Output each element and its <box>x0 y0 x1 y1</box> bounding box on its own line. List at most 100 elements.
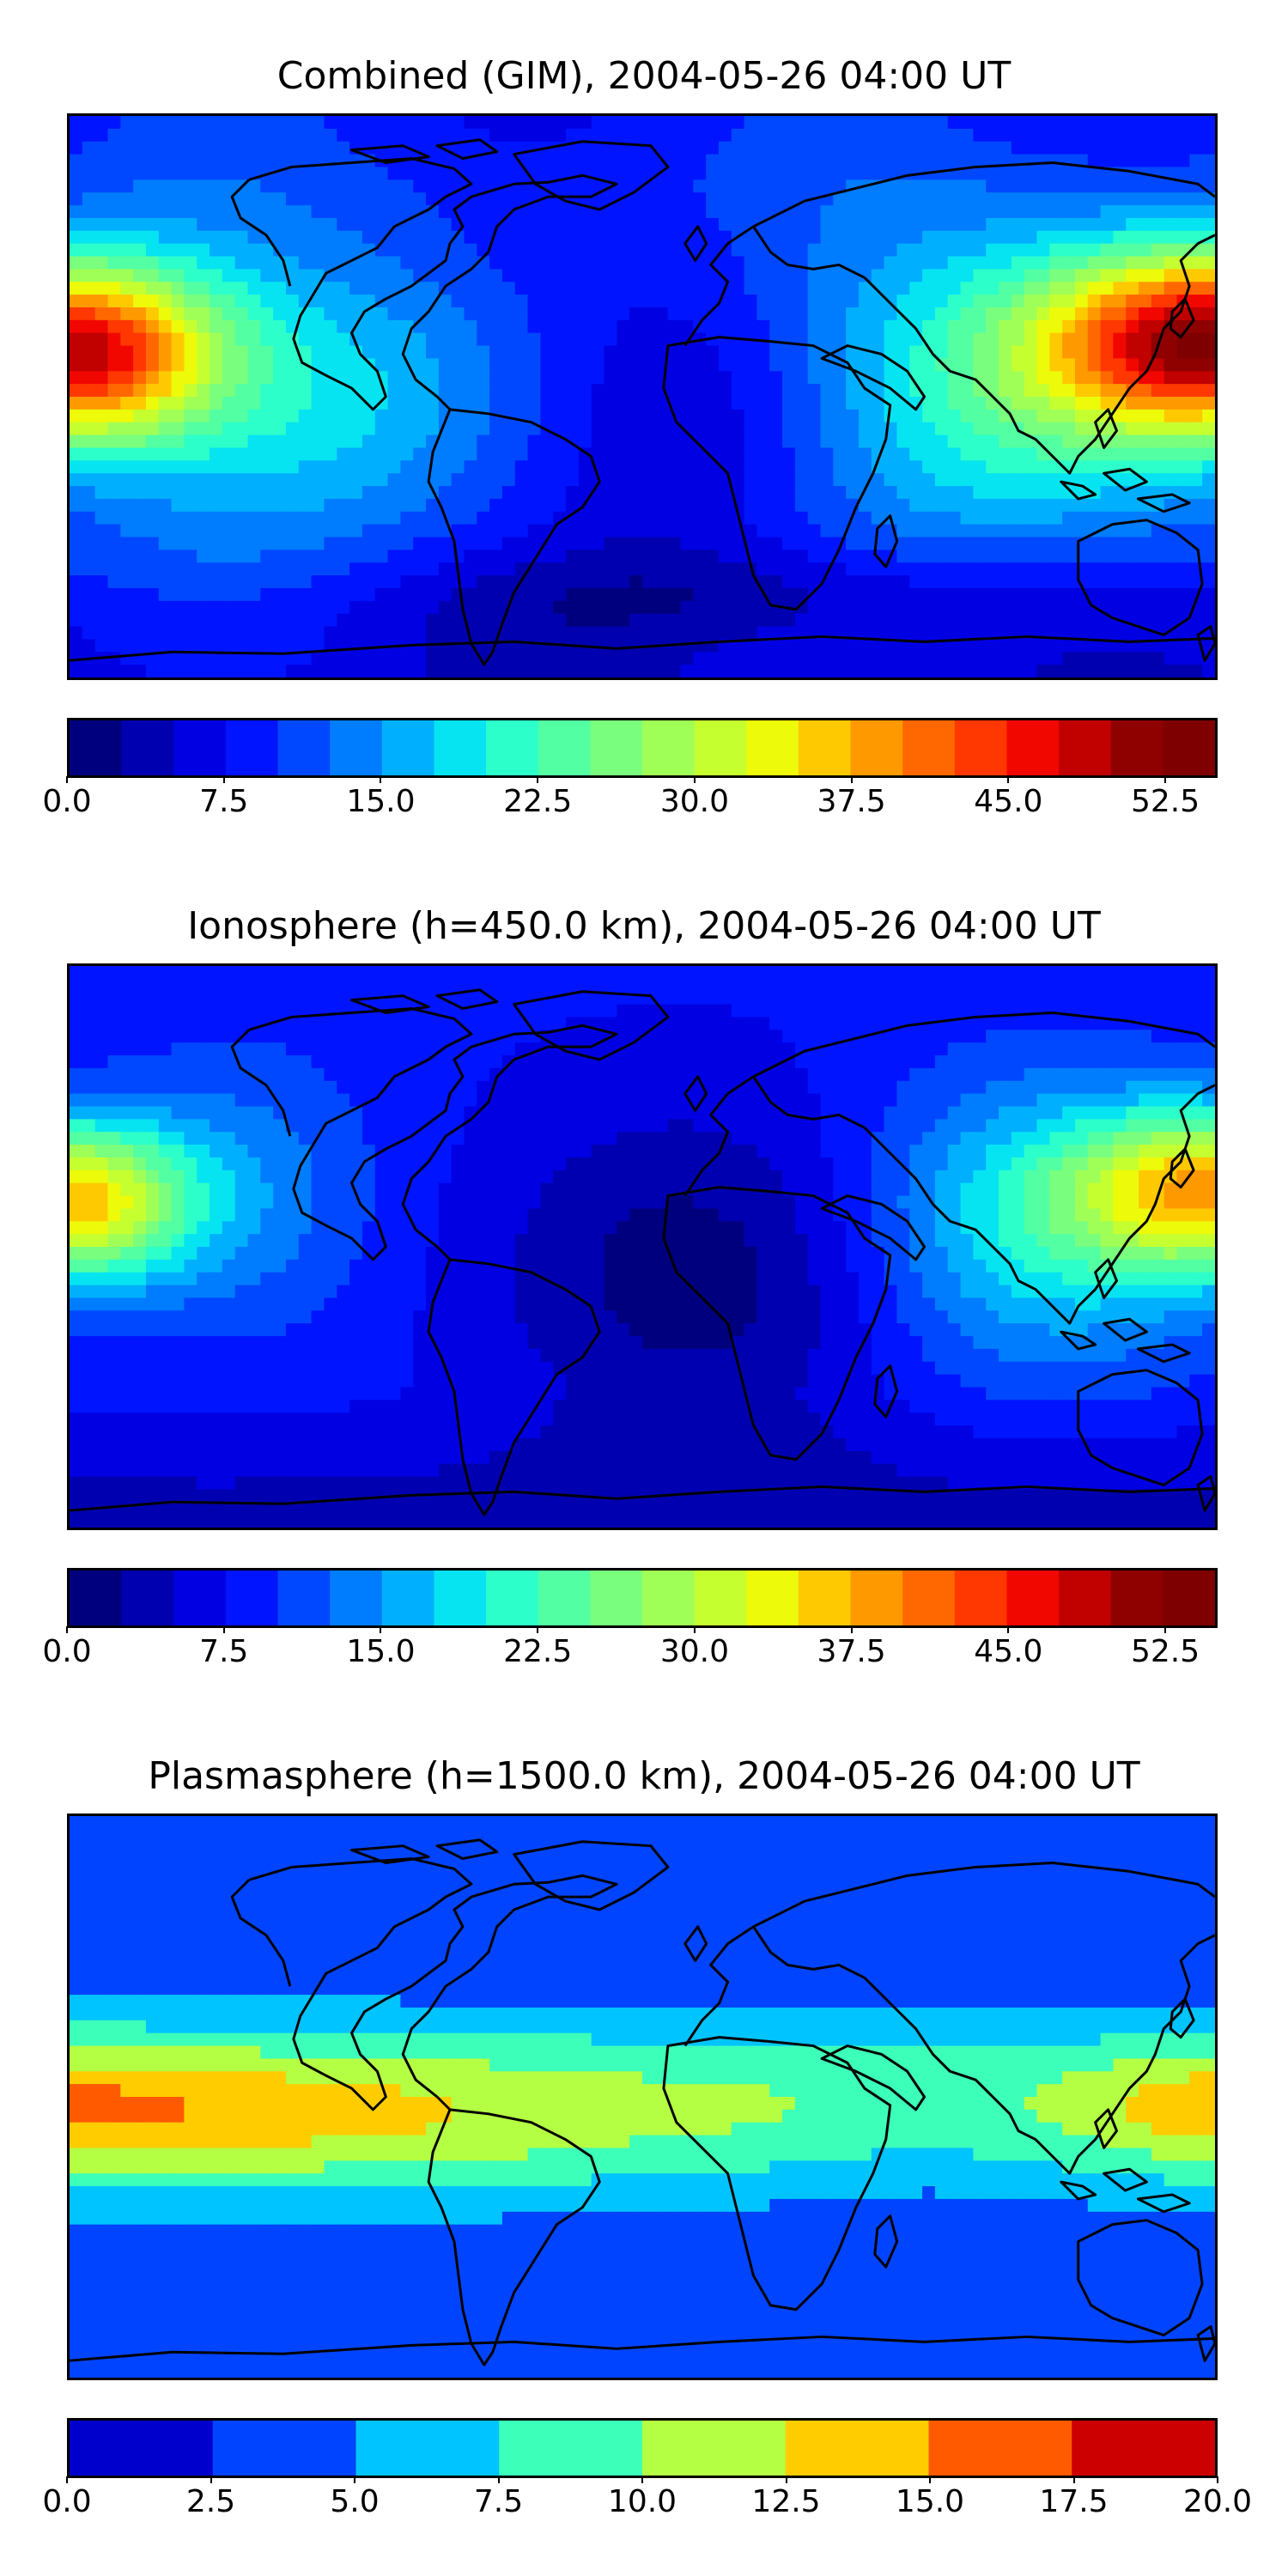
field-cell <box>324 345 338 360</box>
field-cell <box>1074 473 1089 487</box>
field-cell <box>413 562 427 576</box>
field-cell <box>1011 282 1025 295</box>
colorbar-tick-mark <box>850 776 853 783</box>
field-cell <box>82 1017 96 1031</box>
field-cell <box>794 167 809 181</box>
field-cell <box>846 562 860 576</box>
field-cell <box>1176 397 1191 410</box>
field-cell <box>960 205 975 219</box>
field-cell <box>400 434 414 449</box>
field-cell <box>1087 319 1102 334</box>
field-cell <box>794 966 809 980</box>
field-cell <box>807 179 822 193</box>
field-cell <box>1163 358 1178 373</box>
field-cell <box>82 230 96 245</box>
field-cell <box>514 524 529 538</box>
field-cell <box>527 345 542 360</box>
field-cell <box>1036 141 1051 155</box>
field-cell <box>756 665 771 677</box>
field-cell <box>451 665 465 677</box>
field-cell <box>934 447 949 462</box>
field-cell <box>311 307 325 321</box>
field-cell <box>120 486 134 500</box>
field-cell <box>540 205 555 219</box>
field-cell <box>566 626 580 641</box>
field-cell <box>298 282 313 295</box>
field-cell <box>311 978 325 993</box>
field-cell <box>527 256 542 270</box>
field-cell <box>540 295 555 308</box>
field-cell <box>285 498 300 513</box>
field-cell <box>171 1042 185 1056</box>
field-cell <box>1151 1080 1165 1095</box>
field-cell <box>171 978 185 993</box>
field-cell <box>1176 1080 1191 1095</box>
field-cell <box>1062 422 1076 436</box>
field-cell <box>1189 141 1203 155</box>
field-cell <box>464 434 478 449</box>
field-cell <box>629 652 643 665</box>
field-cell <box>718 116 732 130</box>
field-cell <box>986 537 999 551</box>
field-cell <box>922 192 936 206</box>
field-cell <box>693 1042 707 1056</box>
field-cell <box>527 141 542 155</box>
field-cell <box>311 167 325 181</box>
field-cell <box>1113 562 1127 576</box>
field-cell <box>210 319 223 334</box>
field-cell <box>145 652 160 665</box>
field-cell <box>566 384 580 398</box>
field-cell <box>986 447 999 462</box>
field-cell <box>133 1080 147 1095</box>
field-cell <box>158 460 173 474</box>
field-cell <box>909 358 923 373</box>
field-cell <box>361 397 376 410</box>
field-cell <box>337 991 350 1005</box>
field-cell <box>1049 1080 1063 1095</box>
field-cell <box>120 1093 134 1108</box>
field-cell <box>311 205 325 219</box>
field-cell <box>349 524 363 538</box>
field-cell <box>1011 537 1025 551</box>
field-cell <box>986 665 999 677</box>
field-cell <box>1113 319 1127 334</box>
field-cell <box>1062 192 1076 206</box>
field-cell <box>884 1093 898 1108</box>
field-cell <box>298 409 313 423</box>
field-cell <box>604 991 618 1005</box>
field-cell <box>794 345 809 360</box>
field-cell <box>604 537 618 551</box>
field-cell <box>413 179 427 193</box>
field-cell <box>604 511 618 526</box>
field-cell <box>1024 498 1038 513</box>
field-cell <box>540 269 555 283</box>
field-cell <box>680 154 695 168</box>
field-cell <box>222 562 236 576</box>
field-cell <box>794 1067 809 1082</box>
field-cell <box>1100 978 1115 993</box>
field-cell <box>298 422 313 436</box>
field-cell <box>1126 587 1139 602</box>
field-cell <box>184 447 198 462</box>
field-cell <box>82 639 96 653</box>
field-cell <box>1011 562 1025 576</box>
field-cell <box>782 1017 796 1031</box>
field-cell <box>477 550 490 564</box>
field-cell <box>527 511 542 526</box>
field-cell <box>960 332 975 347</box>
field-cell <box>489 384 503 398</box>
field-cell <box>158 1067 173 1082</box>
field-cell <box>756 192 771 206</box>
field-cell <box>642 319 656 334</box>
field-cell <box>1176 409 1191 423</box>
field-cell <box>744 205 758 219</box>
field-cell <box>578 537 592 551</box>
field-cell <box>222 205 236 219</box>
field-cell <box>794 511 809 526</box>
field-cell <box>1113 179 1127 193</box>
field-cell <box>1189 345 1203 360</box>
field-cell <box>82 613 96 628</box>
field-cell <box>133 434 147 449</box>
field-cell <box>1126 1004 1139 1018</box>
field-cell <box>884 217 898 232</box>
